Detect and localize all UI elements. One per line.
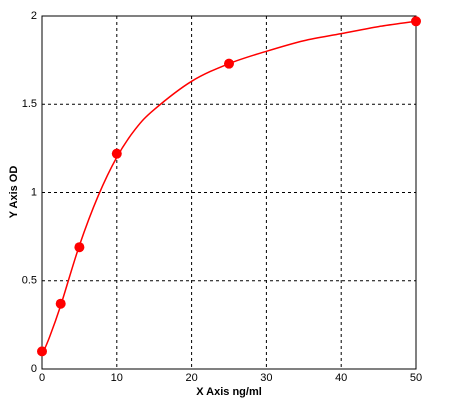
data-point [224, 58, 234, 69]
x-tick-label: 30 [260, 372, 272, 384]
data-point [411, 16, 421, 27]
y-tick-label: 1.5 [22, 98, 37, 110]
data-point [111, 148, 122, 159]
x-tick-label: 20 [185, 372, 197, 384]
x-tick-label: 10 [111, 372, 123, 384]
y-tick-label: 2 [31, 10, 37, 22]
y-tick-label: 1 [31, 186, 37, 198]
y-tick-label: 0 [31, 363, 37, 375]
data-point [37, 346, 47, 357]
x-tick-label: 50 [410, 372, 422, 384]
data-point [55, 298, 66, 309]
y-tick-label: 0.5 [22, 275, 37, 287]
x-axis-title: X Axis ng/ml [196, 386, 262, 398]
x-tick-label: 0 [39, 372, 45, 384]
plot-frame [41, 15, 417, 370]
x-tick-label: 40 [335, 372, 347, 384]
fit-curve [41, 20, 417, 356]
y-axis-title: Y Axis OD [8, 166, 20, 219]
data-point [74, 242, 85, 253]
